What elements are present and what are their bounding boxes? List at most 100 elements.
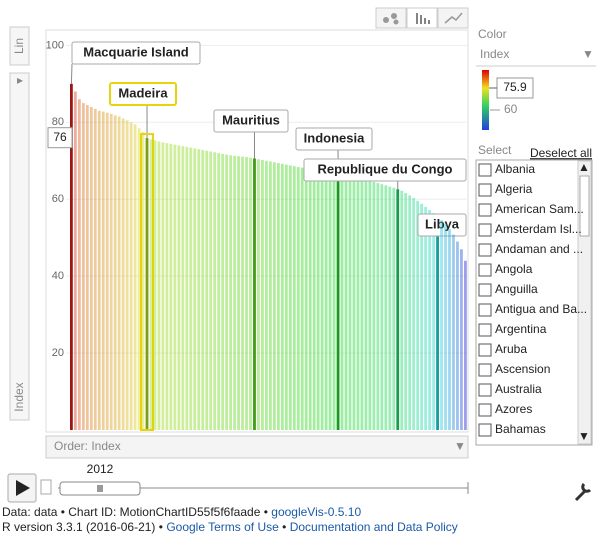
checkbox[interactable] — [478, 203, 492, 217]
color-value: 75.9 — [503, 80, 527, 94]
bar — [280, 163, 284, 430]
bar — [340, 175, 344, 430]
footer-link[interactable]: googleVis-0.5.10 — [271, 505, 361, 519]
scrollbar-thumb[interactable] — [579, 175, 590, 237]
bar — [193, 148, 197, 430]
dropdown-arrow: ▼ — [582, 47, 594, 61]
bar — [149, 139, 153, 430]
bar — [368, 180, 372, 430]
select-item: Angola — [495, 262, 533, 276]
color-dropdown[interactable]: Index — [480, 47, 509, 61]
scale-tab[interactable] — [9, 26, 30, 66]
bar — [105, 112, 109, 430]
bar — [292, 166, 296, 430]
checkbox[interactable] — [478, 423, 492, 437]
checkbox[interactable] — [478, 283, 492, 297]
bar — [444, 224, 447, 430]
bar-view-button[interactable] — [406, 7, 438, 29]
footer-line-1: Data: data • Chart ID: MotionChartID55f5… — [2, 505, 361, 519]
bar-label: Libya — [425, 216, 460, 231]
bar — [336, 174, 340, 430]
bar — [384, 185, 388, 430]
plot: 20 40 60 80 100 Macquarie Island Madeira Maurit… — [46, 39, 468, 431]
speed-control[interactable] — [40, 479, 52, 495]
select-list — [475, 159, 593, 446]
label-leader — [70, 63, 73, 84]
select-item: Bahamas — [495, 422, 546, 436]
bar — [217, 153, 221, 431]
bar — [185, 146, 189, 430]
footer-link[interactable]: Google Terms of Use — [166, 520, 279, 534]
bar — [272, 162, 276, 431]
bar — [320, 171, 324, 431]
bar — [237, 156, 240, 430]
select-item: Algeria — [495, 182, 533, 196]
select-item: Azores — [495, 402, 532, 416]
bubble-view-button[interactable] — [375, 7, 407, 29]
deselect-all[interactable]: Deselect all — [530, 146, 592, 160]
bar — [288, 165, 292, 430]
bar — [296, 166, 300, 430]
bar — [225, 154, 229, 430]
bar — [81, 103, 85, 431]
checkbox[interactable] — [478, 303, 492, 317]
year-label: 2012 — [87, 462, 114, 476]
checkbox[interactable] — [478, 363, 492, 377]
order-dropdown[interactable] — [45, 435, 469, 459]
checkbox[interactable] — [478, 163, 492, 177]
bar — [117, 116, 121, 431]
tab-arrow: ▸ — [17, 73, 23, 87]
bar — [400, 190, 404, 430]
label-box — [417, 213, 467, 237]
bar — [165, 143, 169, 431]
bar — [89, 106, 93, 430]
label-box — [213, 109, 289, 133]
bar — [205, 150, 209, 430]
scroll-down[interactable]: ▼ — [578, 429, 590, 443]
bar — [448, 229, 451, 430]
bar — [348, 176, 352, 430]
bar — [396, 189, 400, 430]
bar — [360, 179, 364, 430]
separator: • — [264, 505, 268, 519]
checkbox[interactable] — [478, 183, 492, 197]
color-scale — [482, 70, 489, 130]
bar — [265, 160, 268, 430]
footer-link[interactable]: Documentation and Data Policy — [290, 520, 458, 534]
bar — [101, 111, 105, 431]
bar-label: Indonesia — [304, 130, 365, 145]
bar — [420, 203, 424, 430]
bar — [233, 155, 236, 430]
bar — [169, 143, 173, 430]
scale-tab-label: Lin — [12, 38, 26, 54]
checkbox[interactable] — [478, 223, 492, 237]
select-items: Albania Algeria American Sam... Amsterdam I… — [478, 162, 587, 437]
checkbox[interactable] — [478, 243, 492, 257]
bar — [352, 177, 356, 430]
checkbox[interactable] — [478, 263, 492, 277]
bar — [440, 220, 443, 430]
bar — [372, 181, 376, 430]
checkbox[interactable] — [478, 323, 492, 337]
bar — [125, 120, 129, 430]
checkbox[interactable] — [478, 403, 492, 417]
y-axis-label: Index — [12, 382, 26, 411]
scroll-up[interactable]: ▲ — [578, 160, 590, 174]
bar — [408, 195, 412, 430]
bar — [141, 131, 145, 430]
bar — [129, 122, 133, 431]
bar — [332, 173, 336, 430]
bar — [253, 158, 256, 430]
bar — [153, 140, 157, 430]
bar — [424, 206, 428, 430]
y-axis-tab[interactable] — [9, 72, 30, 421]
checkbox[interactable] — [478, 343, 492, 357]
checkbox[interactable] — [478, 383, 492, 397]
bar — [113, 115, 117, 430]
select-item: Andaman and ... — [495, 242, 583, 256]
bar — [432, 213, 435, 430]
bar — [304, 168, 308, 430]
bar — [161, 142, 165, 431]
bar — [376, 183, 380, 430]
footer-text: R version 3.3.1 (2016-06-21) — [2, 520, 155, 534]
